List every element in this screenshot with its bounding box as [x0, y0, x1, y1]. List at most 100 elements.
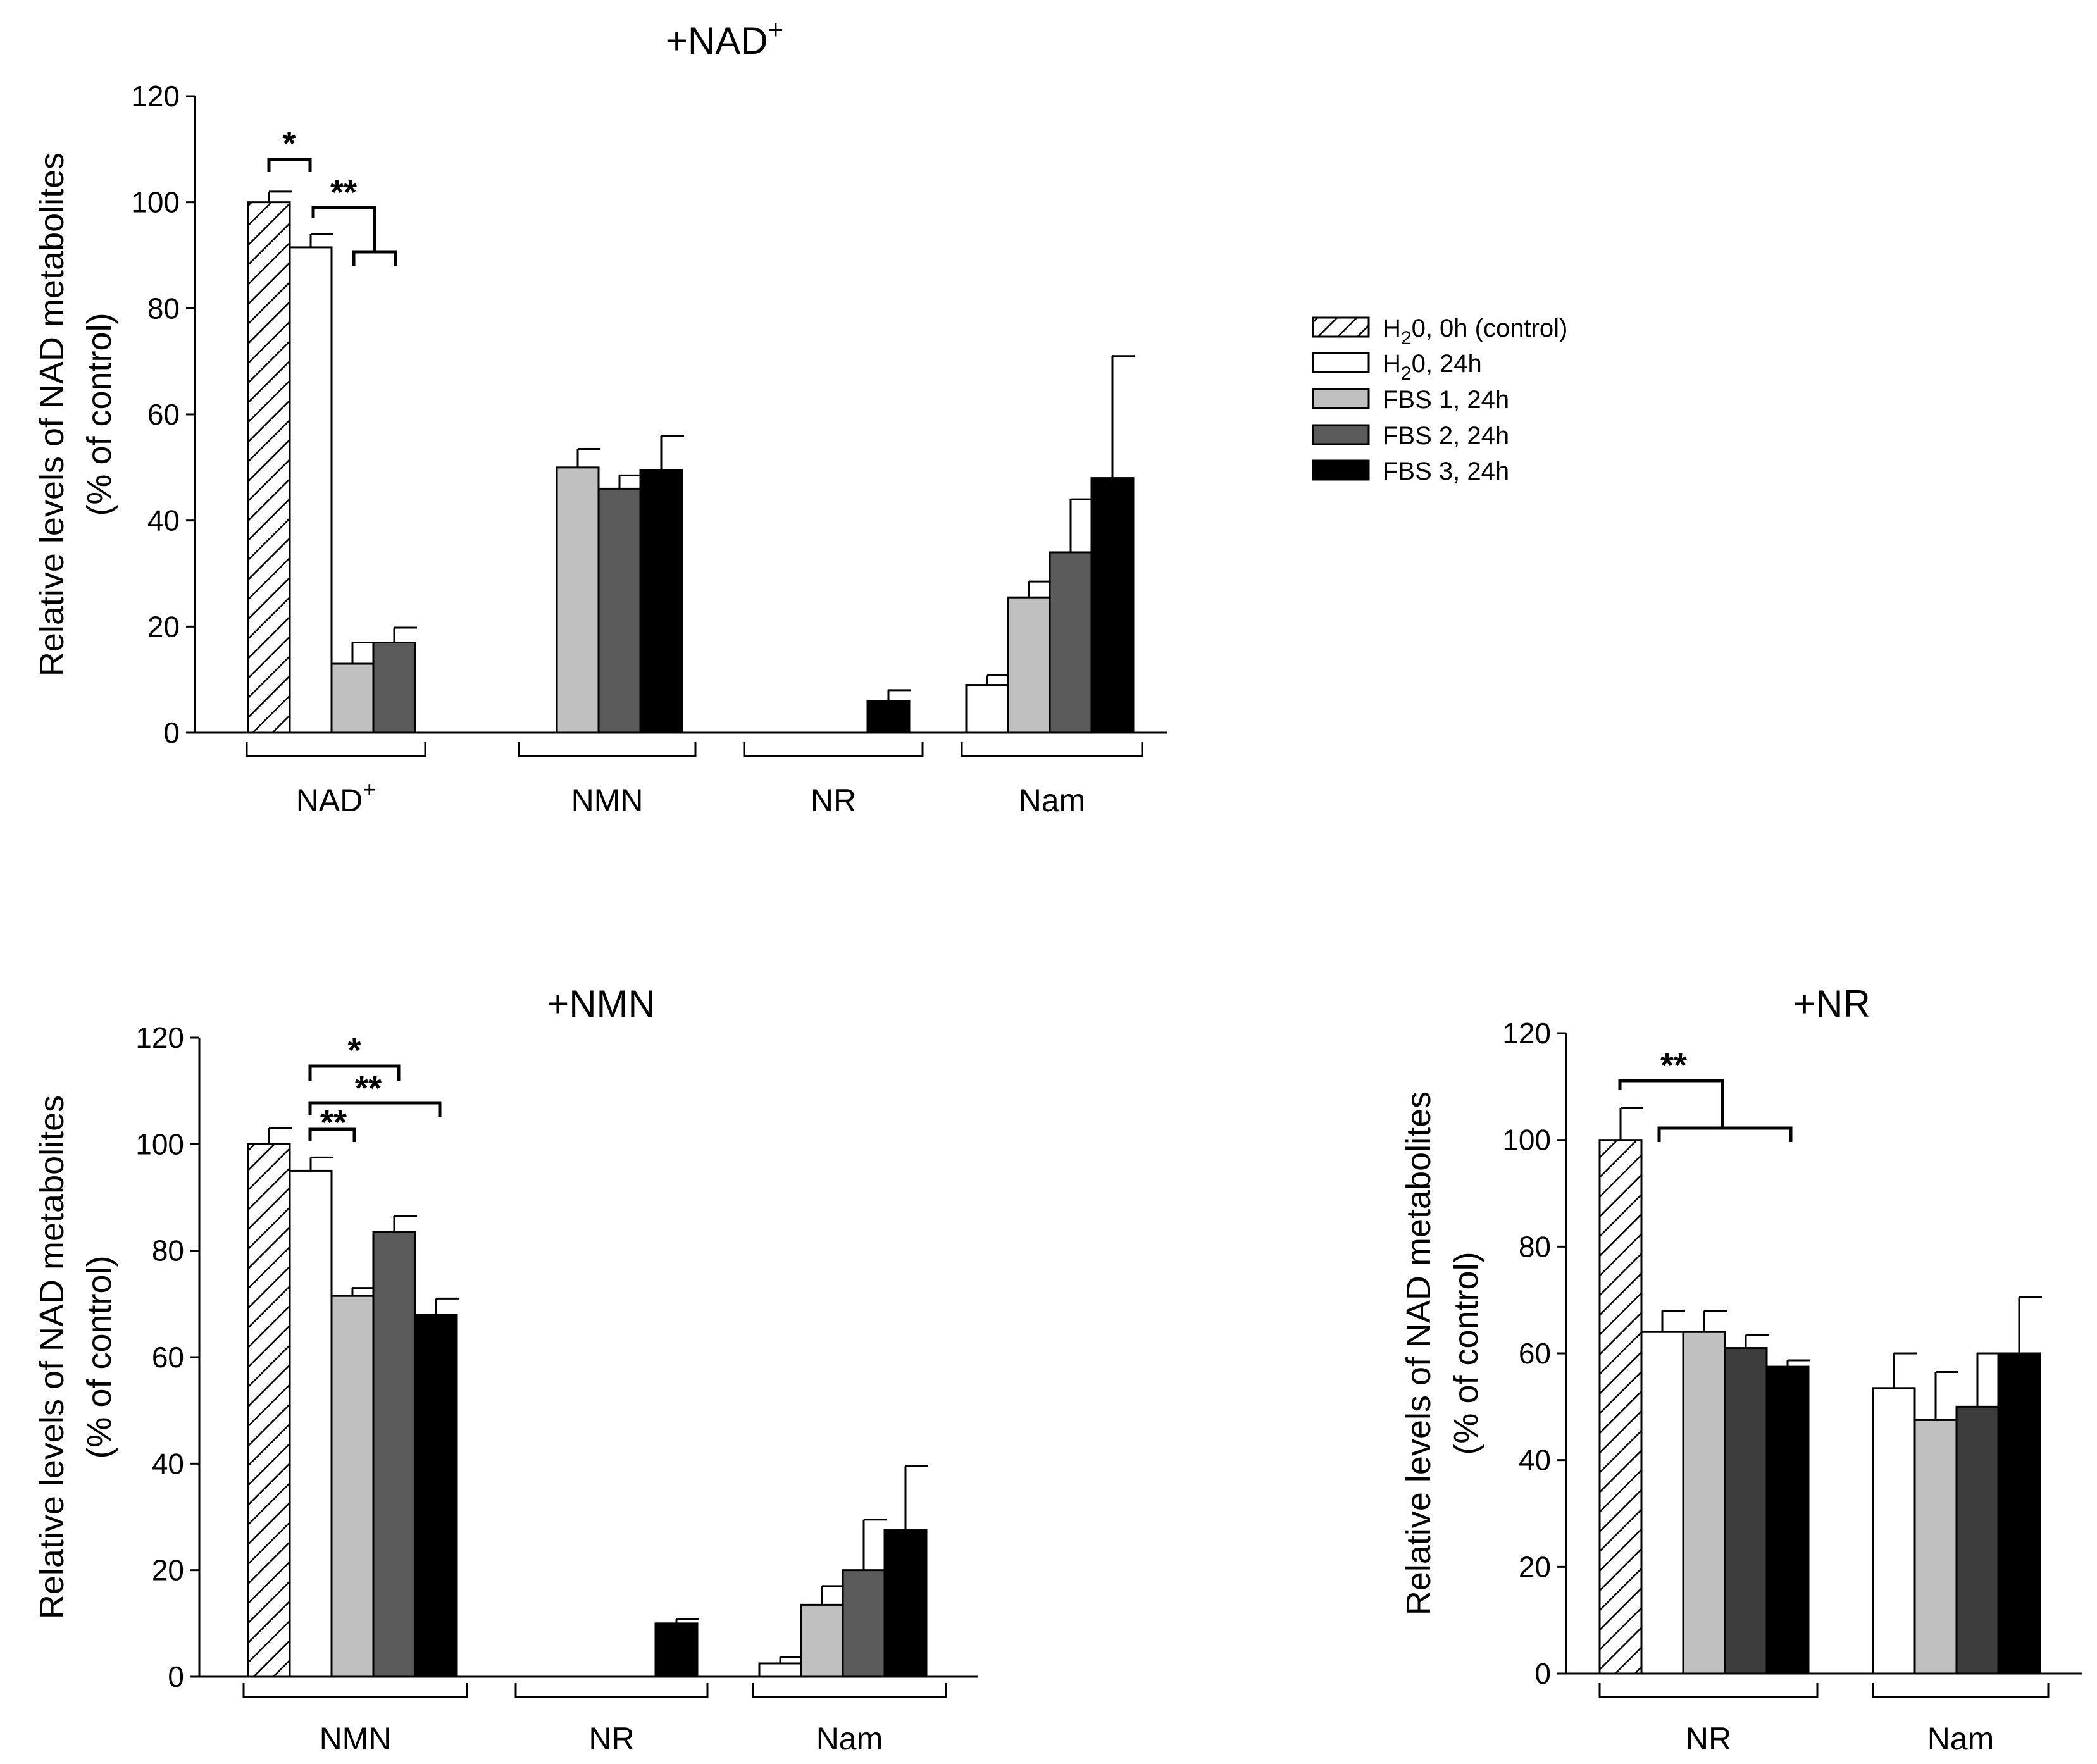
bar-Nam-fbs3 [1997, 1352, 2041, 1675]
y-tick-label: 100 [1502, 1124, 1551, 1157]
y-axis-label: Relative levels of NAD metabolites [33, 1095, 71, 1619]
y-axis-label: (% of control) [80, 1255, 118, 1458]
bar-NR-fbs3 [866, 700, 911, 734]
chart-panel-3: +NR 0 20 40 60 80 100 120 Relative levels of NAD… [1400, 983, 2082, 1756]
group-label: Nam [1019, 783, 1086, 818]
legend-entry-h2o-0h: H20, 0h (control) [1312, 314, 1567, 349]
chart-panel-2: +NMN 0 20 40 60 80 100 120 Relative levels of NA… [33, 983, 978, 1756]
legend-entry-fbs1: FBS 1, 24h [1312, 386, 1509, 414]
bar-Nam-fbs2 [1955, 1405, 2000, 1675]
legend-swatch-h2o-24h [1312, 352, 1370, 373]
y-tick-label: 80 [152, 1234, 184, 1267]
y-tick-label: 60 [1519, 1337, 1551, 1370]
legend-label-fbs1: FBS 1, 24h [1383, 386, 1509, 414]
y-tick-label: 60 [152, 1341, 184, 1374]
y-tick-label: 40 [1519, 1444, 1551, 1477]
y-tick-label: 120 [131, 80, 180, 113]
significance-label: ** [330, 173, 357, 211]
y-axis-label: Relative levels of NAD metabolites [1400, 1091, 1438, 1615]
y-tick-label: 0 [168, 1660, 184, 1693]
bar-NAD-h2o_24h [289, 246, 333, 734]
group-label: Nam [1927, 1721, 1994, 1756]
significance-bracket [308, 1101, 442, 1117]
bar-NAD-fbs1 [330, 662, 375, 734]
y-axis-label: Relative levels of NAD metabolites [33, 152, 71, 676]
significance-label: * [347, 1031, 361, 1069]
bar-NR-h2o_0h [1598, 1139, 1643, 1675]
legend-label-h2o-0h: H20, 0h (control) [1383, 314, 1567, 349]
significance-bracket [308, 1127, 356, 1142]
chart-title: +NMN [547, 983, 656, 1025]
bar-NAD-h2o_0h [247, 201, 291, 734]
bar-NMN-fbs1 [556, 466, 600, 734]
bar-NR-fbs1 [1682, 1331, 1726, 1675]
y-tick-label: 80 [147, 292, 180, 325]
group-label: NMN [320, 1721, 392, 1756]
bar-NMN-fbs3 [639, 469, 683, 734]
bar-NMN-h2o_0h [247, 1143, 291, 1678]
y-axis-label: (% of control) [1447, 1252, 1485, 1455]
bar-NAD-fbs2 [372, 641, 416, 734]
group-bracket [514, 1683, 709, 1698]
bar-Nam-h2o_24h [758, 1662, 802, 1678]
group-bracket [246, 742, 426, 757]
legend-label-fbs3: FBS 3, 24h [1383, 457, 1509, 485]
significance-bracket [308, 1064, 401, 1081]
y-tick-label: 100 [135, 1127, 184, 1160]
bar-NMN-fbs2 [597, 487, 642, 734]
chart-title-sup: + [768, 15, 784, 44]
chart-title: +NAD+ [666, 15, 783, 62]
bar-NR-fbs3 [1765, 1365, 1810, 1675]
y-tick-label: 40 [147, 504, 180, 537]
legend-entry-fbs2: FBS 2, 24h [1312, 422, 1509, 450]
bar-NMN-fbs2 [372, 1231, 416, 1678]
y-tick-label: 80 [1519, 1230, 1551, 1263]
y-tick-label: 120 [135, 1021, 184, 1054]
legend-swatch-fbs2 [1312, 424, 1370, 445]
group-label: NAD+ [296, 776, 376, 818]
legend-entry-h2o-24h: H20, 24h [1312, 350, 1482, 384]
group-bracket [752, 1683, 947, 1698]
legend-swatch-fbs3 [1312, 459, 1370, 481]
group-bracket [518, 742, 697, 757]
group-bracket [1872, 1683, 2050, 1698]
legend-swatch-fbs1 [1312, 388, 1370, 409]
chart-title: +NR [1793, 983, 1870, 1025]
bar-Nam-fbs3 [883, 1529, 928, 1678]
bar-Nam-fbs2 [1048, 551, 1093, 734]
bar-Nam-fbs1 [1007, 596, 1051, 734]
bar-Nam-fbs3 [1090, 477, 1135, 734]
y-tick-label: 40 [152, 1447, 184, 1480]
bar-Nam-fbs1 [1913, 1419, 1958, 1675]
bar-NR-fbs3 [654, 1622, 699, 1678]
y-tick-label: 0 [163, 716, 180, 749]
legend: H20, 0h (control) H20, 24h FBS 1, 24h FB… [1312, 314, 1567, 485]
bar-NMN-h2o_24h [289, 1169, 333, 1678]
y-tick-label: 20 [147, 610, 180, 643]
group-bracket [1598, 1683, 1819, 1698]
significance-bracket [1618, 1079, 1793, 1142]
bar-NR-fbs2 [1724, 1347, 1768, 1675]
significance-label: * [282, 125, 296, 163]
significance-label: ** [320, 1103, 347, 1141]
group-label: NR [588, 1721, 634, 1756]
y-tick-label: 0 [1534, 1657, 1551, 1690]
legend-swatch-h2o-0h [1312, 316, 1370, 338]
y-tick-label: 120 [1502, 1017, 1551, 1050]
bar-Nam-h2o_24h [1872, 1387, 1916, 1675]
group-bracket [961, 742, 1143, 757]
y-tick-label: 60 [147, 398, 180, 431]
group-bracket [743, 742, 924, 757]
group-label: NMN [571, 783, 644, 818]
group-label: Nam [816, 1721, 883, 1756]
y-axis-label: (% of control) [80, 313, 118, 516]
significance-bracket [267, 158, 312, 172]
legend-label-h2o-24h: H20, 24h [1383, 350, 1482, 384]
group-label: NR [811, 783, 856, 818]
y-tick-label: 100 [131, 186, 180, 219]
y-tick-label: 20 [1519, 1550, 1551, 1583]
